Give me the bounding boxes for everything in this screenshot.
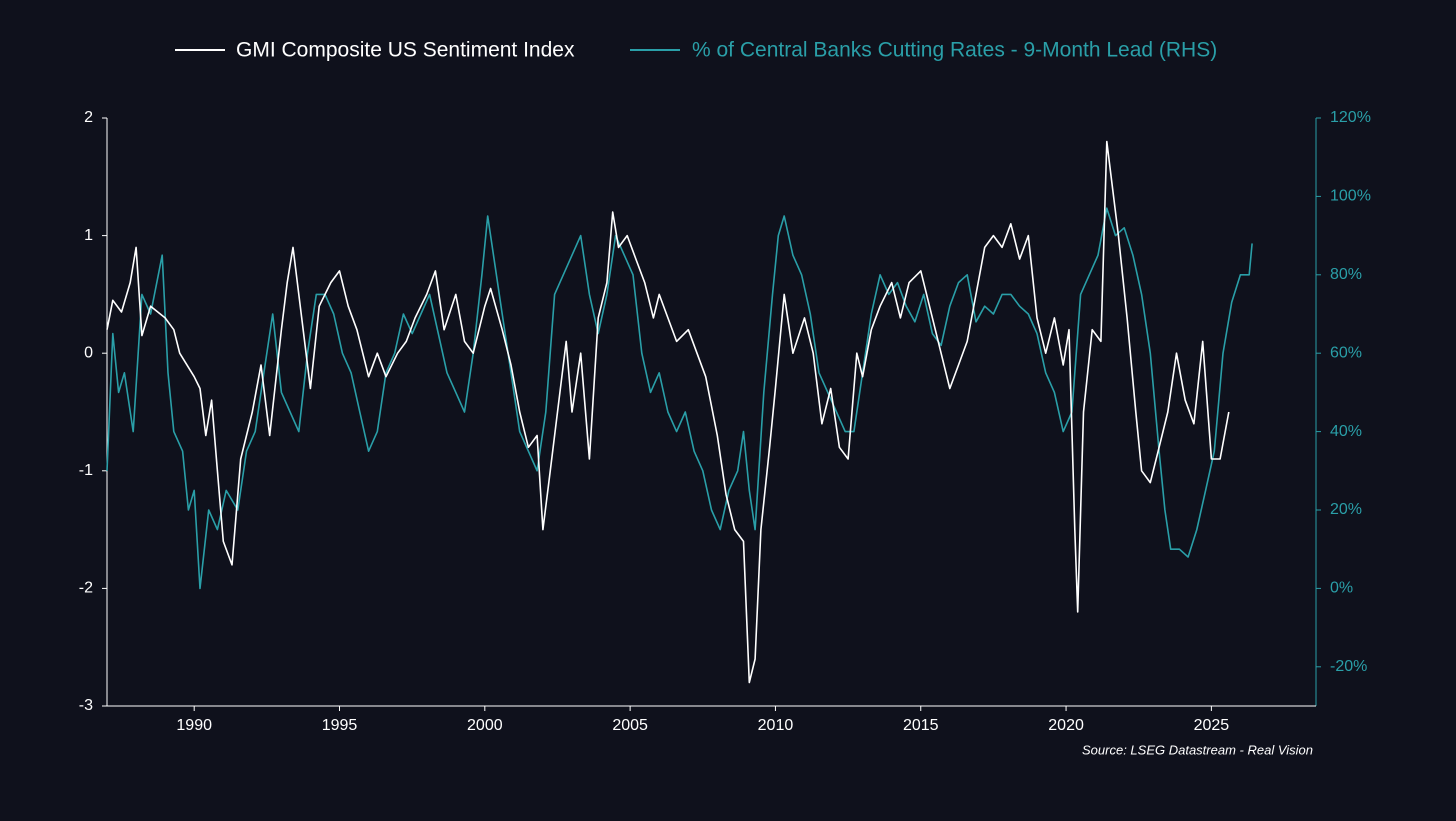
y2-tick-label: 0% [1330, 580, 1353, 597]
x-tick-label: 2025 [1194, 717, 1230, 734]
y-tick-label: 2 [84, 109, 93, 126]
y-tick-label: -2 [79, 580, 93, 597]
y-tick-label: 1 [84, 227, 93, 244]
x-tick-label: 2015 [903, 717, 939, 734]
x-tick-label: 2010 [758, 717, 794, 734]
x-tick-label: 1995 [322, 717, 358, 734]
y2-tick-label: -20% [1330, 658, 1367, 675]
y2-tick-label: 80% [1330, 266, 1362, 283]
legend-label: % of Central Banks Cutting Rates - 9-Mon… [692, 39, 1217, 62]
y2-tick-label: 20% [1330, 501, 1362, 518]
y2-tick-label: 100% [1330, 188, 1371, 205]
y-tick-label: -3 [79, 697, 93, 714]
y2-tick-label: 60% [1330, 344, 1362, 361]
x-tick-label: 1990 [176, 717, 212, 734]
series-line [106, 140, 1230, 684]
y-tick-label: 0 [84, 344, 93, 361]
x-tick-label: 2000 [467, 717, 503, 734]
x-tick-label: 2005 [612, 717, 648, 734]
source-note: Source: LSEG Datastream - Real Vision [1082, 742, 1313, 757]
legend-label: GMI Composite US Sentiment Index [236, 39, 575, 62]
y2-tick-label: 120% [1330, 109, 1371, 126]
y2-tick-label: 40% [1330, 423, 1362, 440]
y-tick-label: -1 [79, 462, 93, 479]
x-tick-label: 2020 [1048, 717, 1084, 734]
series-line [106, 207, 1253, 590]
